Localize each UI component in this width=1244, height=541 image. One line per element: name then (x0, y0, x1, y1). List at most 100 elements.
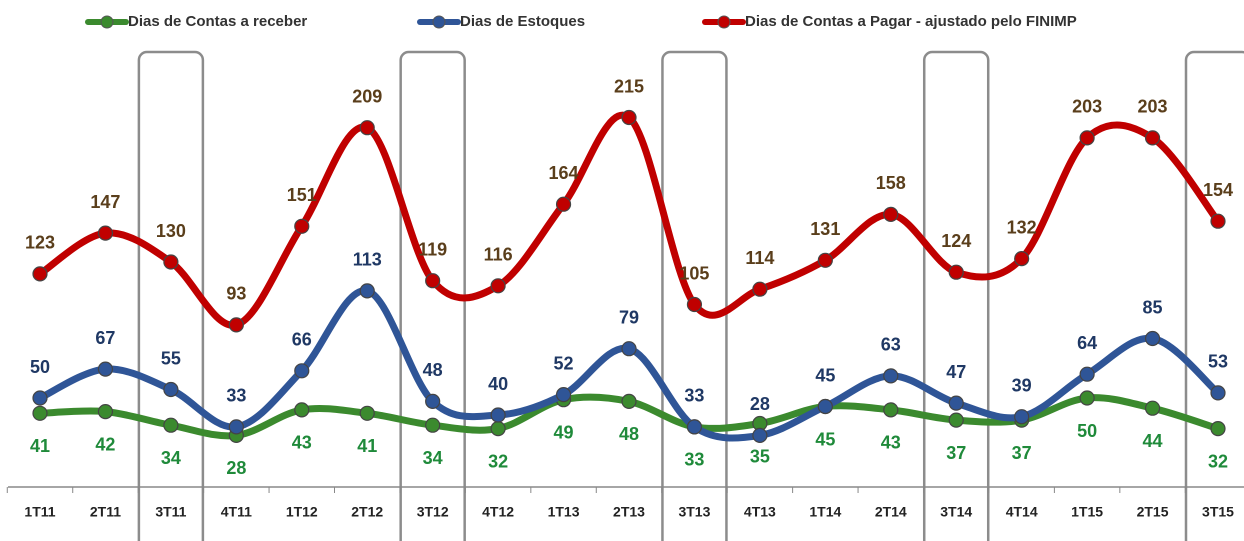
data-point (294, 402, 310, 418)
data-point (294, 363, 310, 379)
data-point (359, 405, 375, 421)
data-point (1210, 385, 1226, 401)
data-point (948, 412, 964, 428)
data-label: 53 (1208, 352, 1228, 372)
data-label: 48 (619, 424, 639, 444)
x-tick-label: 4T14 (1006, 504, 1038, 520)
data-label: 85 (1143, 297, 1163, 317)
data-point (97, 361, 114, 377)
data-point (163, 381, 179, 398)
data-point (555, 196, 572, 212)
data-label: 37 (946, 443, 966, 463)
data-label: 33 (684, 450, 704, 470)
data-label: 130 (156, 221, 186, 241)
x-tick-label: 4T12 (482, 504, 514, 520)
x-tick-label: 2T15 (1137, 504, 1169, 520)
data-label: 42 (95, 434, 115, 454)
data-point (425, 393, 441, 409)
data-label: 41 (30, 436, 50, 456)
x-tick-label: 2T11 (90, 504, 121, 520)
x-tick-label: 2T14 (875, 504, 907, 520)
data-point (97, 404, 114, 420)
data-point (163, 254, 179, 270)
x-tick-label: 3T13 (678, 504, 710, 520)
data-point (948, 264, 964, 280)
data-label: 132 (1007, 217, 1037, 237)
x-tick-label: 1T12 (286, 504, 318, 520)
highlight-box (1184, 50, 1244, 541)
data-point (1014, 409, 1030, 425)
data-label: 63 (881, 335, 901, 355)
data-point (1210, 213, 1226, 229)
data-label: 124 (941, 231, 971, 251)
data-label: 35 (750, 446, 770, 466)
data-label: 37 (1012, 443, 1032, 463)
data-point (752, 281, 768, 297)
data-point (97, 225, 114, 241)
data-point (1144, 330, 1161, 347)
data-point (1210, 421, 1226, 437)
data-label: 114 (745, 248, 774, 268)
data-label: 45 (815, 429, 835, 449)
legend-marker (717, 15, 731, 29)
x-tick-label: 2T12 (351, 504, 383, 520)
data-point (228, 419, 244, 435)
data-point (883, 402, 899, 418)
data-label: 64 (1077, 333, 1097, 353)
data-point (490, 421, 506, 437)
highlight-box (922, 50, 990, 541)
data-label: 113 (353, 250, 382, 270)
data-point (32, 405, 48, 421)
data-point (752, 427, 768, 443)
highlight-box (137, 50, 205, 541)
data-label: 39 (1012, 375, 1032, 395)
x-tick-label: 1T15 (1071, 504, 1103, 520)
data-label: 203 (1072, 97, 1102, 117)
x-tick-label: 2T13 (613, 504, 645, 520)
x-tick-label: 1T14 (809, 504, 841, 520)
data-point (1079, 390, 1095, 406)
data-point (686, 419, 703, 435)
data-point (425, 273, 441, 289)
data-point (948, 395, 964, 411)
data-label: 33 (226, 386, 246, 406)
series-line (36, 111, 1222, 329)
data-point (294, 218, 310, 234)
data-point (163, 417, 179, 433)
data-point (817, 252, 833, 268)
data-point (1014, 251, 1030, 267)
data-label: 209 (352, 86, 382, 106)
data-point (555, 387, 572, 403)
data-label: 49 (554, 422, 574, 442)
data-point (359, 283, 375, 299)
data-label: 34 (161, 448, 181, 468)
data-point (621, 341, 637, 357)
data-point (817, 398, 833, 415)
legend-label: Dias de Estoques (460, 13, 585, 30)
data-point (621, 393, 637, 409)
data-point (228, 317, 244, 333)
data-label: 43 (881, 433, 901, 453)
data-label: 164 (549, 163, 579, 183)
data-label: 48 (423, 360, 443, 380)
data-point (490, 407, 506, 423)
data-label: 147 (90, 192, 120, 212)
data-point (1144, 400, 1161, 416)
data-label: 28 (750, 394, 770, 414)
x-tick-label: 1T13 (548, 504, 580, 520)
data-label: 154 (1203, 180, 1233, 200)
data-point (686, 296, 703, 313)
data-label: 123 (25, 233, 55, 253)
data-point (359, 120, 375, 136)
data-label: 32 (488, 451, 508, 471)
data-label: 158 (876, 173, 906, 193)
legend-marker (432, 15, 446, 29)
legend-marker (100, 15, 114, 29)
data-point (883, 206, 899, 222)
legend-label: Dias de Contas a receber (128, 13, 307, 30)
data-label: 45 (815, 365, 835, 385)
data-point (32, 390, 48, 406)
x-tick-label: 4T13 (744, 504, 776, 520)
data-label: 79 (619, 307, 639, 327)
data-label: 151 (287, 185, 317, 205)
